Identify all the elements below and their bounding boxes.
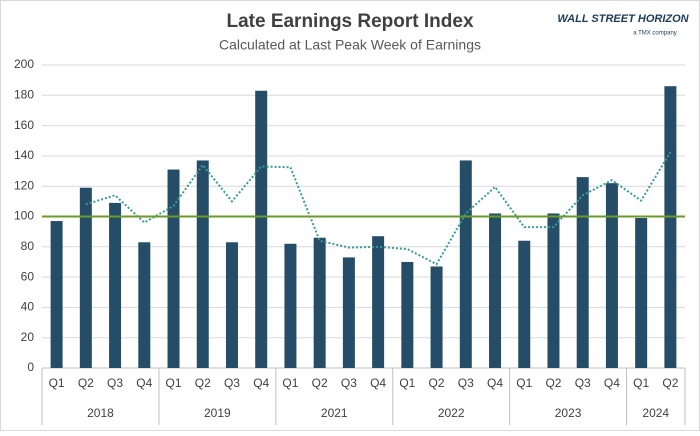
- bar: [489, 213, 502, 368]
- x-tick-label: Q4: [253, 376, 269, 390]
- x-group-label: 2018: [87, 406, 114, 420]
- x-tick-label: Q3: [341, 376, 357, 390]
- bar: [313, 237, 326, 368]
- x-tick-label: Q3: [575, 376, 591, 390]
- moving-average-line: [85, 151, 672, 266]
- bar: [109, 202, 122, 368]
- bar: [547, 213, 560, 368]
- x-tick-label: Q4: [136, 376, 152, 390]
- bar: [401, 261, 414, 368]
- x-group-label: 2022: [438, 406, 465, 420]
- x-tick-label: Q1: [282, 376, 298, 390]
- x-tick-label: Q1: [516, 376, 532, 390]
- bar: [284, 243, 297, 368]
- bar: [225, 242, 238, 368]
- y-tick-label: 80: [21, 239, 35, 253]
- y-tick-label: 140: [14, 148, 34, 162]
- chart-title: Late Earnings Report Index: [226, 11, 473, 32]
- bar: [459, 160, 472, 368]
- bar: [255, 90, 268, 368]
- x-tick-label: Q2: [662, 376, 678, 390]
- x-tick-label: Q2: [545, 376, 561, 390]
- bar: [518, 240, 531, 368]
- x-tick-label: Q2: [312, 376, 328, 390]
- x-tick-label: Q3: [107, 376, 123, 390]
- bar: [635, 218, 648, 368]
- x-tick-label: Q2: [195, 376, 211, 390]
- bar: [50, 221, 63, 368]
- bar: [196, 160, 209, 368]
- bar: [430, 266, 443, 368]
- x-tick-label: Q1: [166, 376, 182, 390]
- x-tick-label: Q3: [224, 376, 240, 390]
- bar: [605, 183, 618, 368]
- y-tick-label: 40: [21, 300, 35, 314]
- logo-text: WALL STREET HORIZON: [557, 13, 689, 25]
- x-group-label: 2019: [204, 406, 231, 420]
- bar: [138, 242, 151, 368]
- x-group-label: 2021: [321, 406, 348, 420]
- bar: [576, 177, 589, 368]
- x-tick-label: Q3: [458, 376, 474, 390]
- x-tick-label: Q4: [487, 376, 503, 390]
- y-tick-label: 120: [14, 178, 34, 192]
- x-group-label: 2024: [642, 406, 669, 420]
- y-tick-label: 20: [21, 330, 35, 344]
- chart-subtitle: Calculated at Last Peak Week of Earnings: [219, 37, 481, 53]
- y-tick-label: 100: [14, 209, 34, 223]
- logo-sub: a TMX company: [633, 31, 677, 37]
- x-tick-label: Q1: [633, 376, 649, 390]
- y-tick-label: 60: [21, 269, 35, 283]
- y-tick-label: 200: [14, 57, 34, 71]
- bar: [167, 169, 180, 368]
- x-tick-label: Q2: [429, 376, 445, 390]
- x-tick-label: Q4: [604, 376, 620, 390]
- y-tick-label: 0: [27, 360, 34, 374]
- y-tick-label: 180: [14, 87, 34, 101]
- bar: [664, 86, 677, 369]
- x-tick-label: Q1: [49, 376, 65, 390]
- x-tick-label: Q2: [78, 376, 94, 390]
- bar: [79, 187, 92, 368]
- bar: [372, 236, 385, 368]
- x-group-label: 2023: [555, 406, 582, 420]
- bar: [342, 257, 355, 368]
- y-tick-label: 160: [14, 118, 34, 132]
- x-tick-label: Q1: [399, 376, 415, 390]
- x-tick-label: Q4: [370, 376, 386, 390]
